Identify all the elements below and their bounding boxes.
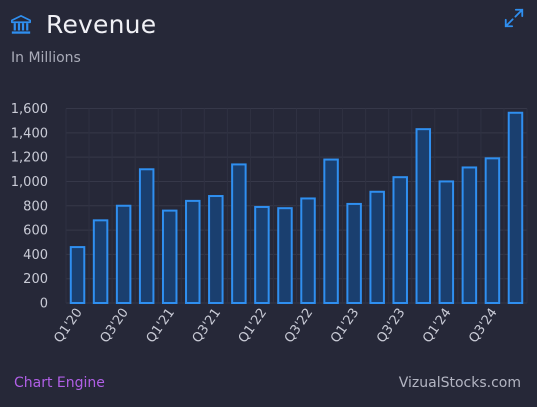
bar-Q3'23[interactable] xyxy=(392,176,408,304)
bar-Q1'23[interactable] xyxy=(346,202,362,304)
y-tick-label: 400 xyxy=(23,248,48,263)
bar-Q4'21[interactable] xyxy=(231,163,247,304)
y-tick-label: 800 xyxy=(23,199,48,214)
expand-icon[interactable] xyxy=(503,7,525,29)
bar-Q2'23[interactable] xyxy=(369,190,385,304)
y-tick-label: 200 xyxy=(23,272,48,287)
chart-subtitle: In Millions xyxy=(11,50,81,66)
vizualstocks-credit: VizualStocks.com xyxy=(398,375,521,391)
x-tick-label: Q3'23 xyxy=(374,306,408,346)
y-tick-label: 1,000 xyxy=(11,175,48,190)
x-tick-label: Q3'22 xyxy=(282,306,316,346)
chart-title: Revenue xyxy=(46,10,157,39)
bar-Q3'22[interactable] xyxy=(300,197,316,304)
y-tick-label: 1,200 xyxy=(11,151,48,166)
bar-Q2'24[interactable] xyxy=(461,166,478,304)
bar-Q4'23[interactable] xyxy=(415,128,432,304)
bar-Q1'21[interactable] xyxy=(161,209,178,304)
bar-Q4'24[interactable] xyxy=(507,111,524,304)
y-tick-label: 600 xyxy=(23,224,48,239)
x-tick-label: Q3'20 xyxy=(97,306,131,346)
x-tick-label: Q3'21 xyxy=(190,306,224,346)
y-tick-label: 0 xyxy=(40,297,48,312)
bar-Q4'20[interactable] xyxy=(138,168,155,304)
bar-Q3'24[interactable] xyxy=(484,157,501,304)
bar-Q2'20[interactable] xyxy=(92,219,109,304)
x-tick-label: Q1'21 xyxy=(144,306,178,346)
bar-Q3'21[interactable] xyxy=(208,195,224,304)
x-tick-label: Q1'24 xyxy=(420,306,454,346)
bar-Q1'20[interactable] xyxy=(69,246,86,305)
bar-Q1'24[interactable] xyxy=(438,180,455,304)
bank-icon xyxy=(11,14,31,34)
chart-header: Revenue xyxy=(10,10,156,39)
bar-Q2'21[interactable] xyxy=(185,199,201,304)
bar-Q4'22[interactable] xyxy=(323,158,339,304)
bar-Q2'22[interactable] xyxy=(277,207,293,304)
x-tick-label: Q1'20 xyxy=(51,306,85,346)
x-tick-label: Q1'22 xyxy=(236,306,270,346)
x-tick-label: Q3'24 xyxy=(466,306,500,346)
chart-engine-link[interactable]: Chart Engine xyxy=(14,375,105,391)
bar-Q1'22[interactable] xyxy=(254,205,270,304)
y-tick-label: 1,400 xyxy=(11,126,48,141)
y-tick-label: 1,600 xyxy=(11,102,48,117)
bar-Q3'20[interactable] xyxy=(115,204,132,304)
x-tick-label: Q1'23 xyxy=(328,306,362,346)
